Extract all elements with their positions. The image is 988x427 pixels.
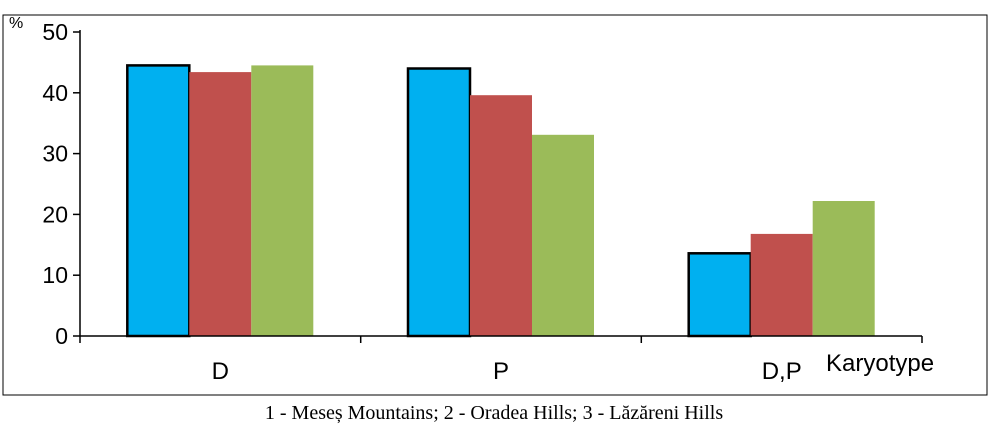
y-tick-label: 0 xyxy=(55,323,68,349)
y-tick-label: 20 xyxy=(42,201,68,227)
y-tick-label: 50 xyxy=(42,19,68,45)
x-tick-label: D xyxy=(212,358,229,385)
bar-d-series-3 xyxy=(251,65,314,337)
bar-p-series-3 xyxy=(532,134,594,336)
bars-group xyxy=(126,64,875,338)
plot-border xyxy=(2,14,988,396)
bar-p-series-2 xyxy=(470,95,532,336)
bar-d-series-2 xyxy=(189,72,252,336)
bar-d-series-1 xyxy=(126,64,191,338)
y-tick-label: 30 xyxy=(42,141,68,167)
bar-dp-series-1 xyxy=(687,252,752,338)
x-axis-label: Karyotype xyxy=(826,350,934,377)
x-tick-label: P xyxy=(493,358,509,385)
bar-p-series-1 xyxy=(406,67,472,338)
y-tick-label: 40 xyxy=(42,80,68,106)
y-tick-label: 10 xyxy=(42,262,68,288)
axis-ticks-group: D P D,P 0 10 20 30 40 50 xyxy=(42,19,923,385)
bar-dp-series-3 xyxy=(812,201,875,336)
y-unit-label: % xyxy=(9,15,23,32)
bar-dp-series-2 xyxy=(750,233,813,336)
x-tick-label: D,P xyxy=(762,358,802,385)
chart-caption: 1 - Meseș Mountains; 2 - Oradea Hills; 3… xyxy=(265,402,723,424)
